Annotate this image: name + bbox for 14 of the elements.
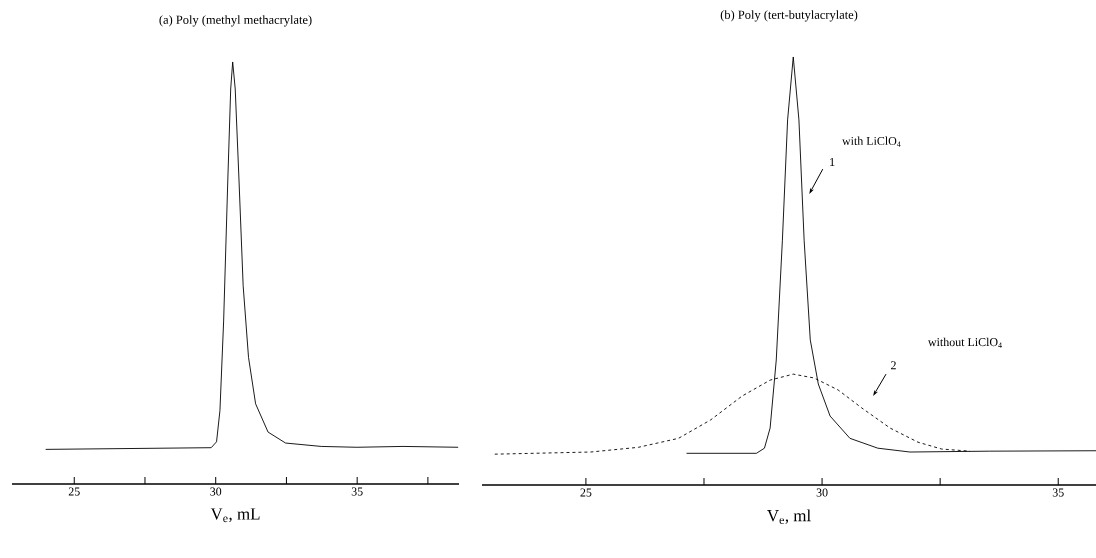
x-tick-label: 25: [580, 488, 592, 497]
chart-title: (a) Poly (methyl methacrylate): [159, 15, 312, 27]
x-axis-title: V$_{e}$, mL: [210, 508, 260, 523]
x-tick-label: 35: [351, 487, 363, 496]
x-tick-label: 25: [68, 487, 80, 496]
x-axis-title: V$_{e}$, ml: [767, 509, 811, 524]
x-tick-label: 35: [1052, 488, 1064, 497]
chart-title: (b) Poly (tert-butylacrylate): [720, 10, 858, 22]
x-tick-label: 30: [210, 487, 222, 496]
annotation: without LiClO$_{4}$: [927, 337, 1002, 348]
x-tick-label: 30: [816, 488, 828, 497]
annotation: 1: [830, 158, 835, 166]
annotation: 2: [891, 361, 896, 370]
annotation: with LiClO$_{4}$: [842, 136, 901, 147]
